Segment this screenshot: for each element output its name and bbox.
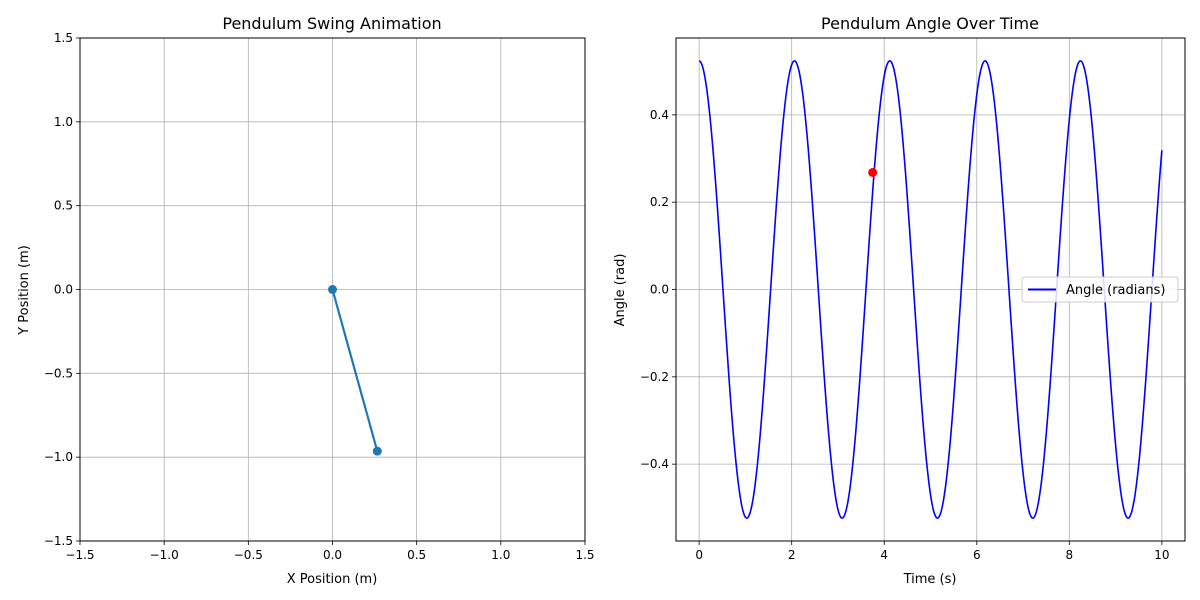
y-tick-label: 1.0 [54,115,73,129]
legend: Angle (radians) [1021,276,1179,303]
left-x-axis-label: X Position (m) [287,572,378,587]
right-ticks: 0 2 4 6 8 10 −0.4 −0.2 0.0 0.2 0.4 [640,108,1170,562]
pendulum-pivot-point [328,285,337,294]
x-tick-label: 1.0 [491,548,510,562]
pendulum-rod-line [331,289,379,452]
x-tick-label: −0.5 [234,548,263,562]
legend-box [1021,276,1179,303]
x-tick-label: 8 [1065,548,1073,562]
x-tick-label: 0.5 [407,548,426,562]
y-tick-label: 0.5 [54,199,73,213]
right-y-axis-label: Angle (rad) [613,254,628,327]
left-y-axis-label: Y Position (m) [17,245,32,336]
x-tick-label: 10 [1154,548,1169,562]
current-angle-marker [868,167,878,177]
y-tick-label: 1.5 [54,31,73,45]
angle-over-time-panel: Pendulum Angle Over Time 0 2 4 6 8 10 −0.4 −0.2… [613,14,1186,587]
y-tick-label: −0.4 [640,457,669,471]
x-tick-label: 1.5 [575,548,594,562]
right-x-axis-label: Time (s) [903,572,957,587]
right-chart-title: Pendulum Angle Over Time [821,14,1039,33]
y-tick-label: −0.2 [640,370,669,384]
y-tick-label: −1.5 [44,534,73,548]
x-tick-label: 4 [880,548,888,562]
x-tick-label: 0 [695,548,703,562]
y-tick-label: 0.4 [650,108,669,122]
right-plot-area [698,60,1163,519]
y-tick-label: −1.0 [44,450,73,464]
left-chart-title: Pendulum Swing Animation [222,14,441,33]
left-ticks: −1.5 −1.0 −0.5 0.0 0.5 1.0 1.5 −1.5 −1.0 −0.5 0.0 0… [44,31,595,562]
pendulum-swing-panel: Pendulum Swing Animation −1.5 −1.0 −0.5 0.0… [17,14,595,587]
y-tick-label: 0.0 [650,283,669,297]
y-tick-label: −0.5 [44,366,73,380]
x-tick-label: −1.5 [65,548,94,562]
y-tick-label: 0.2 [650,195,669,209]
left-plot-area [328,285,382,456]
angle-series-line [698,60,1163,519]
x-tick-label: 2 [788,548,796,562]
x-tick-label: −1.0 [150,548,179,562]
pendulum-bob-point [372,446,382,456]
legend-label: Angle (radians) [1066,283,1165,298]
y-tick-label: 0.0 [54,283,73,297]
x-tick-label: 6 [973,548,981,562]
x-tick-label: 0.0 [323,548,342,562]
